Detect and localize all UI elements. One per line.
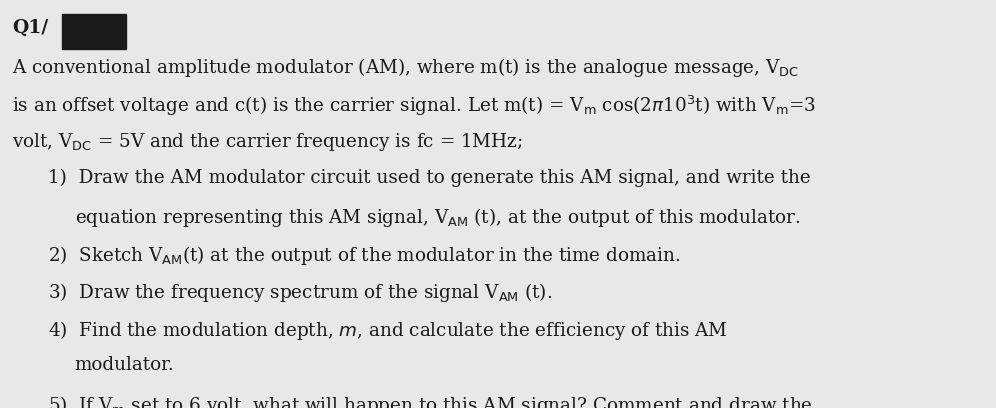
Text: Q1/: Q1/: [12, 18, 48, 36]
Text: equation representing this AM signal, V$_\mathrm{AM}$ (t), at the output of this: equation representing this AM signal, V$…: [75, 206, 801, 229]
Text: 3)  Draw the frequency spectrum of the signal V$_\mathrm{AM}$ (t).: 3) Draw the frequency spectrum of the si…: [48, 281, 552, 304]
Text: modulator.: modulator.: [75, 356, 174, 374]
FancyBboxPatch shape: [62, 14, 126, 49]
Text: 4)  Find the modulation depth, $\mathbf{\mathit{m}}$, and calculate the efficien: 4) Find the modulation depth, $\mathbf{\…: [48, 319, 728, 341]
Text: 1)  Draw the AM modulator circuit used to generate this AM signal, and write the: 1) Draw the AM modulator circuit used to…: [48, 169, 811, 187]
Text: 2)  Sketch V$_\mathrm{AM}$(t) at the output of the modulator in the time domain.: 2) Sketch V$_\mathrm{AM}$(t) at the outp…: [48, 244, 680, 266]
Text: is an offset voltage and c(t) is the carrier signal. Let m(t) = V$_\mathrm{m}$ c: is an offset voltage and c(t) is the car…: [12, 93, 816, 118]
Text: 5)  If V$_\mathrm{m}$ set to 6 volt, what will happen to this AM signal? Comment: 5) If V$_\mathrm{m}$ set to 6 volt, what…: [48, 394, 813, 408]
Text: A conventional amplitude modulator (AM), where m(t) is the analogue message, V$_: A conventional amplitude modulator (AM),…: [12, 56, 799, 79]
Text: volt, V$_\mathrm{DC}$ = 5V and the carrier frequency is fc = 1MHz;: volt, V$_\mathrm{DC}$ = 5V and the carri…: [12, 131, 523, 153]
